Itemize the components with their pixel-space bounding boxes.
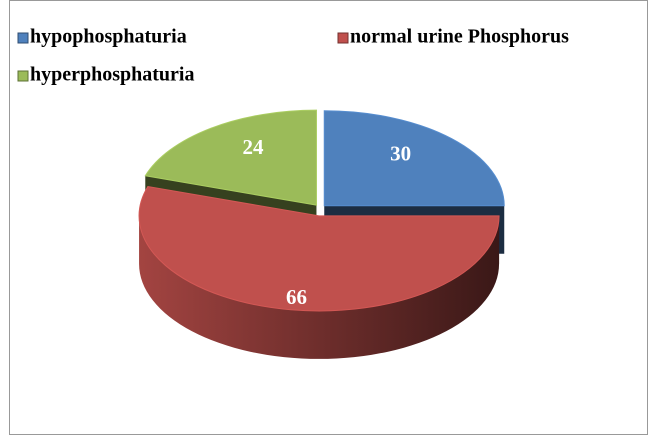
legend-swatch bbox=[337, 32, 349, 44]
slice-top bbox=[138, 186, 500, 312]
pie-slice bbox=[138, 186, 500, 359]
slice-top bbox=[323, 110, 505, 207]
legend-label: hypophosphaturia bbox=[30, 26, 187, 48]
slice-top bbox=[144, 109, 317, 206]
slice-wall bbox=[139, 215, 500, 359]
legend-label: normal urine Phosphorus bbox=[350, 26, 569, 48]
legend-label: hyperphosphaturia bbox=[30, 64, 195, 86]
legend-swatch bbox=[17, 70, 29, 82]
data-label: 66 bbox=[286, 285, 307, 309]
data-label: 24 bbox=[242, 135, 264, 159]
data-label: 30 bbox=[390, 141, 411, 165]
legend-swatch bbox=[17, 32, 29, 44]
